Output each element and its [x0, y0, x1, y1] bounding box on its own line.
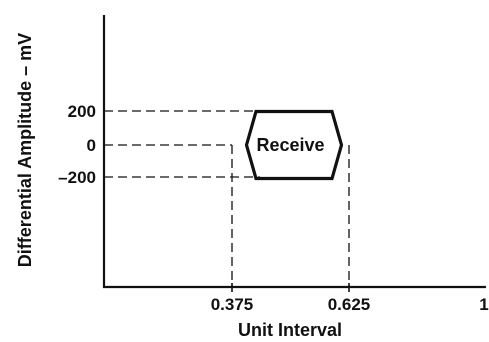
y-tick-label-200: 200 — [68, 102, 96, 121]
receive-region-outline — [244, 109, 344, 181]
x-axis-title: Unit Interval — [238, 320, 342, 340]
receive-region-label: Receive — [256, 135, 324, 155]
y-tick-label-minus200: –200 — [58, 168, 96, 187]
y-axis-title: Differential Amplitude – mV — [15, 33, 35, 267]
x-tick-label-0625: 0.625 — [328, 295, 371, 314]
y-tick-label-0: 0 — [87, 136, 96, 155]
x-tick-label-0375: 0.375 — [211, 295, 254, 314]
x-tick-label-1: 1 — [479, 295, 488, 314]
